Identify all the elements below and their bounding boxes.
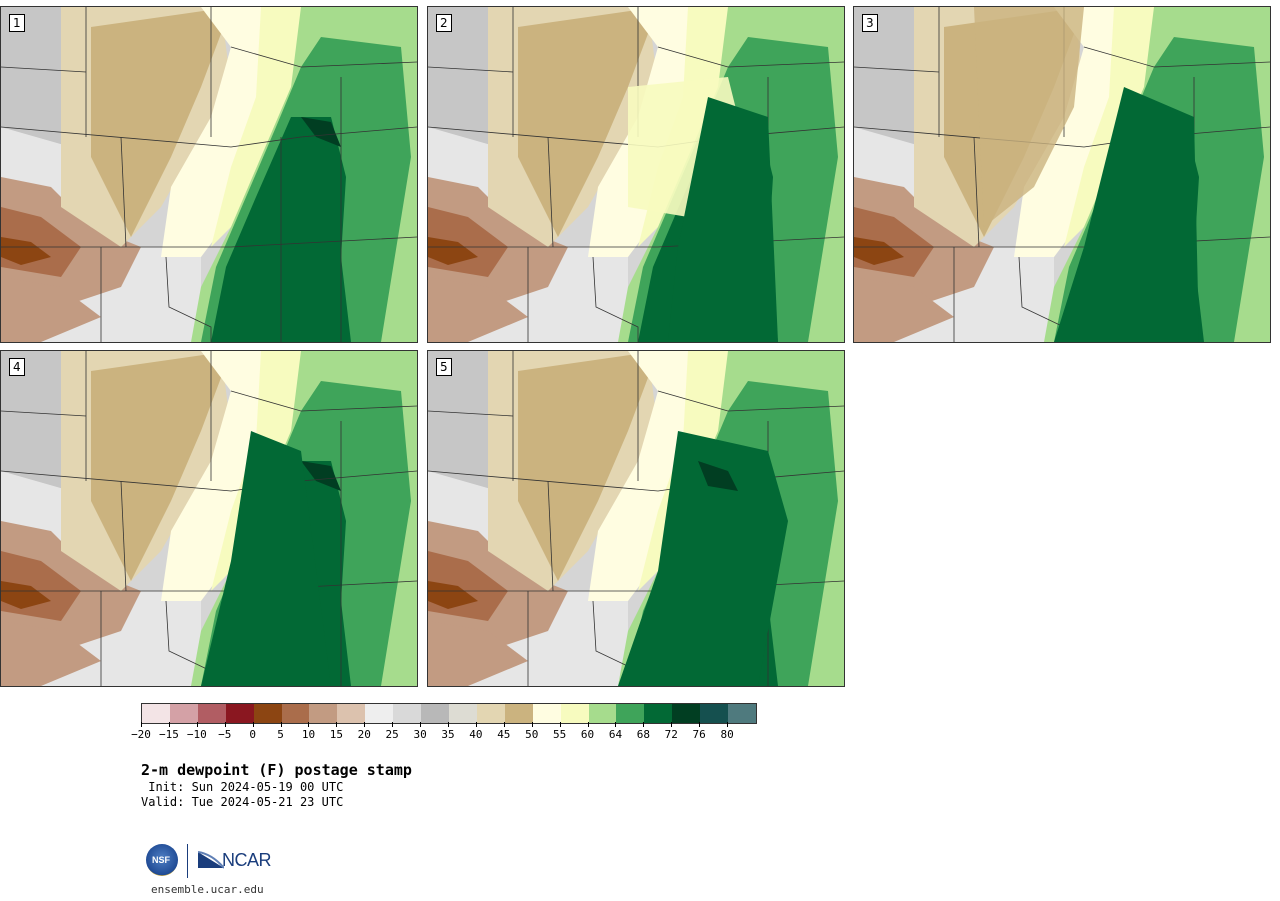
colorbar-tick-label: −5 (218, 728, 232, 741)
panel-number-2: 2 (436, 14, 452, 32)
colorbar-swatch (672, 704, 701, 723)
colorbar-tick-label: 80 (720, 728, 734, 741)
colorbar-tick-label: 0 (249, 728, 256, 741)
logo-separator (187, 844, 188, 878)
panel-number-4: 4 (9, 358, 25, 376)
colorbar-swatch (169, 704, 198, 723)
colorbar-tick (196, 722, 198, 727)
colorbar-tick-label: 25 (385, 728, 399, 741)
logos: NSF NCAR (143, 842, 273, 882)
colorbar-tick (503, 722, 505, 727)
colorbar-tick-label: −20 (131, 728, 151, 741)
colorbar-tick-label: 15 (329, 728, 343, 741)
colorbar-swatch (281, 704, 310, 723)
colorbar-tick (308, 722, 310, 727)
colorbar-tick (280, 722, 282, 727)
colorbar-tick (364, 722, 366, 727)
panel-number-1: 1 (9, 14, 25, 32)
colorbar-tick-label: 50 (525, 728, 539, 741)
colorbar-tick (168, 722, 170, 727)
map-panel-5: 5 (427, 350, 845, 687)
colorbar-tick-label: 10 (301, 728, 316, 741)
colorbar-swatch (421, 704, 449, 723)
dewpoint-map-2 (428, 7, 844, 342)
init-time: Init: Sun 2024-05-19 00 UTC (141, 780, 344, 794)
colorbar-tick-label: 55 (553, 728, 567, 741)
colorbar-tick (699, 722, 701, 727)
colorbar-tick-label: 68 (636, 728, 650, 741)
colorbar-tick (727, 722, 729, 727)
map-panel-3: 3 (853, 6, 1271, 343)
colorbar-tick (141, 722, 142, 727)
colorbar-swatch (644, 704, 673, 723)
ncar-logo-text: NCAR (222, 850, 272, 870)
map-panel-4: 4 (0, 350, 418, 687)
colorbar-swatch (504, 704, 533, 723)
colorbar-tick-label: 76 (692, 728, 706, 741)
colorbar-swatch (700, 704, 729, 723)
colorbar-tick-label: 64 (608, 728, 623, 741)
colorbar-swatch (197, 704, 226, 723)
colorbar-tick (531, 722, 533, 727)
colorbar-swatch (365, 704, 394, 723)
colorbar-swatch (616, 704, 645, 723)
colorbar-tick (392, 722, 394, 727)
colorbar-tick (224, 722, 226, 727)
dewpoint-map-3 (854, 7, 1270, 342)
colorbar-swatch (225, 704, 254, 723)
colorbar-tick (671, 722, 673, 727)
colorbar-tick-label: 30 (413, 728, 427, 741)
colorbar-tick (559, 722, 561, 727)
colorbar (141, 703, 757, 724)
dewpoint-map-1 (1, 7, 417, 342)
colorbar-swatch (253, 704, 282, 723)
colorbar-swatch (588, 704, 617, 723)
colorbar-swatch (309, 704, 338, 723)
colorbar-swatch (476, 704, 505, 723)
colorbar-swatch (560, 704, 589, 723)
colorbar-tick (587, 722, 589, 727)
colorbar-ticks: −20 −15 −10 −5 0 5 10 15 20 25 30 35 40 45 50 55 60 64 68 7… (131, 722, 755, 742)
figure-title: 2-m dewpoint (F) postage stamp (141, 761, 412, 779)
colorbar-tick-label: 40 (469, 728, 483, 741)
colorbar-swatch (532, 704, 561, 723)
valid-time: Valid: Tue 2024-05-21 23 UTC (141, 795, 344, 809)
colorbar-tick-label: −10 (186, 728, 207, 741)
colorbar-tick (615, 722, 617, 727)
colorbar-swatch (448, 704, 477, 723)
ncar-logo-icon (198, 851, 224, 869)
colorbar-tick-label: 20 (357, 728, 371, 741)
colorbar-tick (643, 722, 645, 727)
colorbar-tick-label: 45 (497, 728, 511, 741)
colorbar-tick (336, 722, 338, 727)
colorbar-tick-label: 35 (441, 728, 455, 741)
colorbar-tick (475, 722, 477, 727)
colorbar-tick-label: 60 (580, 728, 595, 741)
site-url[interactable]: ensemble.ucar.edu (151, 883, 264, 896)
colorbar-tick (420, 722, 422, 727)
colorbar-swatch (142, 704, 170, 723)
colorbar-swatch (393, 704, 422, 723)
colorbar-tick-label: −15 (158, 728, 179, 741)
map-panel-1: 1 (0, 6, 418, 343)
colorbar-swatch (728, 704, 756, 723)
dewpoint-map-5 (428, 351, 844, 686)
map-panel-2: 2 (427, 6, 845, 343)
panel-number-3: 3 (862, 14, 878, 32)
colorbar-tick-label: 5 (277, 728, 284, 741)
colorbar-tick (448, 722, 449, 727)
dewpoint-map-4 (1, 351, 417, 686)
colorbar-tick-label: 72 (664, 728, 678, 741)
colorbar-swatch (337, 704, 366, 723)
nsf-logo-icon: NSF (146, 844, 178, 876)
panel-number-5: 5 (436, 358, 452, 376)
colorbar-tick (252, 722, 254, 727)
